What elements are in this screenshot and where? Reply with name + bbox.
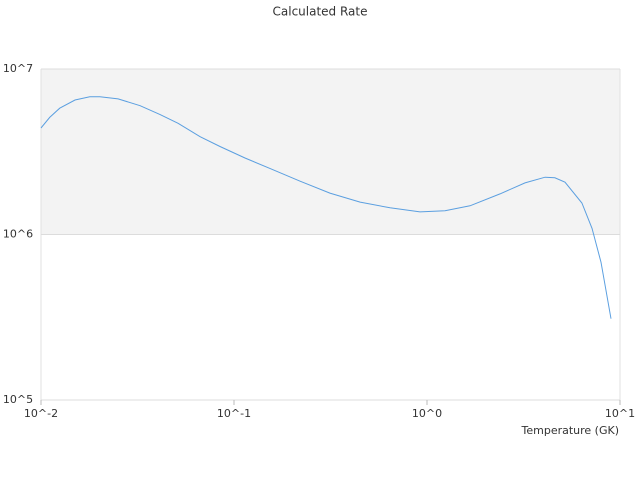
y-tick-label: 10^6 [3, 228, 33, 241]
line-series [40, 96, 612, 319]
y-tick-label: 10^5 [3, 393, 33, 406]
y-tick-label: 10^7 [3, 62, 33, 75]
x-axis-label: Temperature (GK) [521, 424, 620, 437]
x-tick-label: 10^-2 [24, 407, 58, 420]
x-tick-label: 10^0 [412, 407, 442, 420]
x-tick-label: 10^1 [605, 407, 635, 420]
x-tick-label: 10^-1 [217, 407, 251, 420]
chart-title: Calculated Rate [273, 5, 368, 19]
plot-band [41, 69, 620, 235]
